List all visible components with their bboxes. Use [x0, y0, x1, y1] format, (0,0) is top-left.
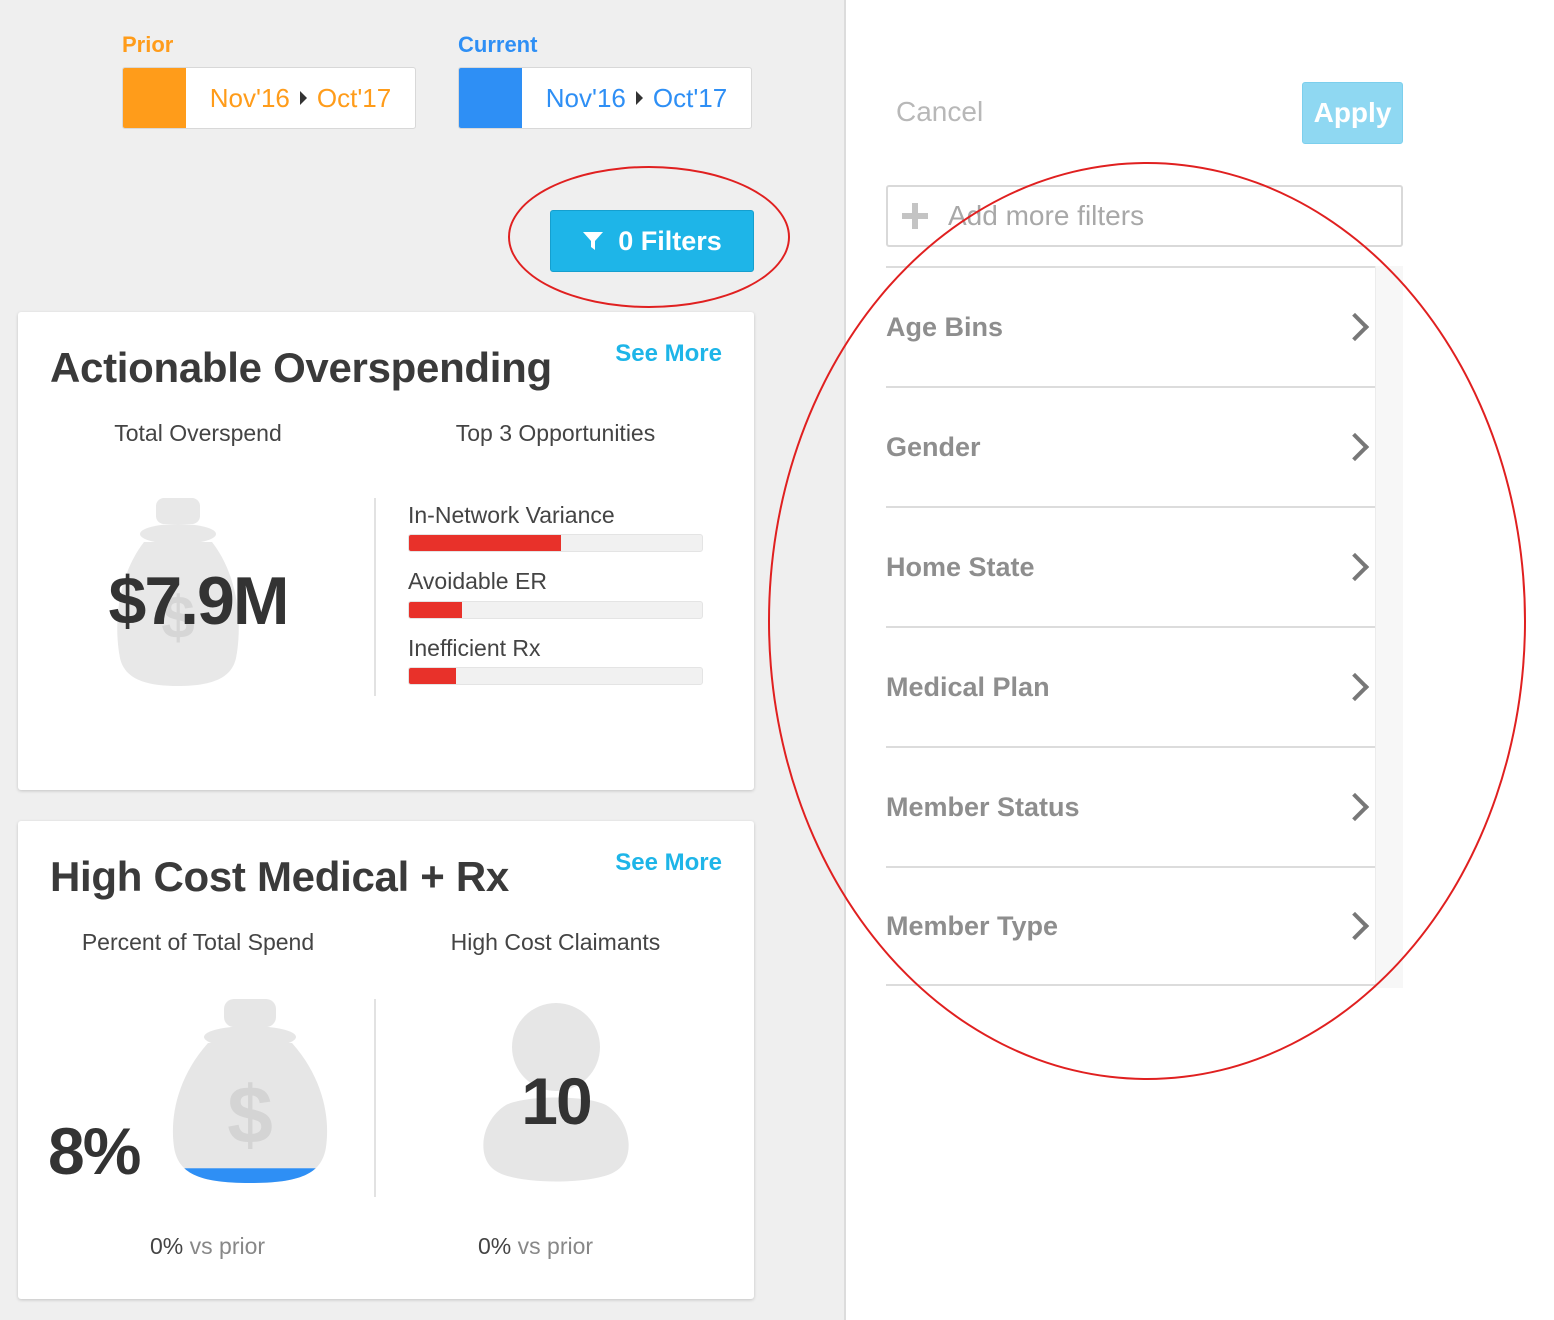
claimants-vs-prior: 0% vs prior	[478, 1233, 593, 1260]
high-cost-claimants-label: High Cost Claimants	[450, 929, 661, 955]
current-range-text: Nov'16 Oct'17	[522, 83, 751, 114]
add-filters-input[interactable]: Add more filters	[886, 185, 1403, 247]
high-cost-claimants-value: 10	[521, 1064, 592, 1138]
opportunity-label-0: In-Network Variance	[408, 502, 615, 528]
total-overspend-value: $7.9M	[108, 563, 290, 639]
prior-end: Oct'17	[316, 82, 392, 113]
current-label: Current	[458, 32, 538, 57]
claimants-vs-prior-value: 0%	[478, 1233, 512, 1259]
opportunity-bar-1	[408, 601, 703, 619]
money-bag-icon: $	[117, 498, 239, 686]
percent-vs-prior-text: vs prior	[189, 1233, 266, 1259]
filter-item-member-status[interactable]: Member Status	[886, 746, 1375, 866]
see-more-link[interactable]: See More	[615, 340, 722, 367]
svg-text:$: $	[161, 584, 194, 651]
opportunity-bar-fill-0	[409, 535, 562, 551]
filter-list: Age Bins Gender Home State Medical Plan …	[886, 266, 1403, 988]
apply-button[interactable]: Apply	[1302, 82, 1403, 144]
chevron-right-icon	[1340, 911, 1370, 941]
prior-swatch	[123, 68, 186, 128]
filter-item-home-state[interactable]: Home State	[886, 506, 1375, 626]
chevron-right-icon	[1340, 792, 1370, 822]
opportunity-bar-2	[408, 667, 703, 685]
chevron-right-icon	[1340, 552, 1370, 582]
card-title: Actionable Overspending	[50, 344, 552, 391]
card-title: High Cost Medical + Rx	[50, 853, 509, 900]
prior-label: Prior	[122, 32, 174, 57]
divider	[374, 498, 376, 696]
arrow-right-icon	[299, 91, 307, 105]
top-opportunities-label: Top 3 Opportunities	[455, 420, 656, 446]
opportunity-bar-0	[408, 534, 703, 552]
current-end: Oct'17	[652, 82, 728, 113]
overspending-card: Actionable Overspending See More Total O…	[18, 312, 754, 790]
prior-range-text: Nov'16 Oct'17	[186, 83, 415, 114]
opportunity-bar-fill-1	[409, 602, 462, 618]
opportunity-bar-fill-2	[409, 668, 456, 684]
filter-item-gender[interactable]: Gender	[886, 386, 1375, 506]
filter-panel: Cancel Apply Add more filters Age Bins G…	[848, 0, 1554, 1320]
filter-item-label: Medical Plan	[886, 671, 1050, 702]
percent-total-spend-value: 8%	[48, 1114, 141, 1188]
dashboard-pane: Prior Nov'16 Oct'17 Current Nov'16 Oct'1…	[0, 0, 846, 1320]
current-start: Nov'16	[545, 82, 626, 113]
filter-item-member-type[interactable]: Member Type	[886, 866, 1375, 986]
filter-item-label: Age Bins	[886, 311, 1004, 342]
total-overspend-label: Total Overspend	[114, 420, 282, 446]
filter-list-scrollbar[interactable]	[1375, 266, 1403, 988]
percent-vs-prior: 0% vs prior	[150, 1233, 265, 1260]
chevron-right-icon	[1340, 312, 1370, 342]
svg-text:$: $	[227, 1070, 273, 1161]
prior-date-range[interactable]: Nov'16 Oct'17	[122, 67, 416, 129]
filter-item-age-bins[interactable]: Age Bins	[886, 266, 1375, 386]
see-more-link[interactable]: See More	[615, 849, 722, 876]
current-swatch	[459, 68, 522, 128]
add-filters-placeholder: Add more filters	[948, 200, 1145, 231]
filter-item-label: Gender	[886, 431, 981, 462]
plus-icon	[902, 203, 928, 229]
person-icon	[483, 1003, 629, 1182]
funnel-icon	[583, 232, 604, 250]
filter-item-label: Member Status	[886, 791, 1080, 822]
filter-item-label: Member Type	[886, 910, 1059, 941]
opportunity-label-1: Avoidable ER	[408, 568, 547, 594]
filters-button-label: 0 Filters	[618, 225, 722, 256]
filters-button[interactable]: 0 Filters	[550, 210, 754, 272]
opportunity-label-2: Inefficient Rx	[408, 635, 541, 661]
arrow-right-icon	[635, 91, 643, 105]
chevron-right-icon	[1340, 672, 1370, 702]
high-cost-card: High Cost Medical + Rx See More Percent …	[18, 821, 754, 1299]
cancel-button[interactable]: Cancel	[896, 96, 984, 127]
filter-item-medical-plan[interactable]: Medical Plan	[886, 626, 1375, 746]
percent-total-spend-label: Percent of Total Spend	[81, 929, 315, 955]
money-bag-icon: $	[172, 999, 328, 1183]
prior-start: Nov'16	[209, 82, 290, 113]
percent-vs-prior-value: 0%	[150, 1233, 184, 1259]
filter-item-label: Home State	[886, 551, 1035, 582]
claimants-vs-prior-text: vs prior	[517, 1233, 594, 1259]
current-date-range[interactable]: Nov'16 Oct'17	[458, 67, 752, 129]
divider	[374, 999, 376, 1197]
chevron-right-icon	[1340, 432, 1370, 462]
spend-fill-level	[172, 1168, 328, 1183]
